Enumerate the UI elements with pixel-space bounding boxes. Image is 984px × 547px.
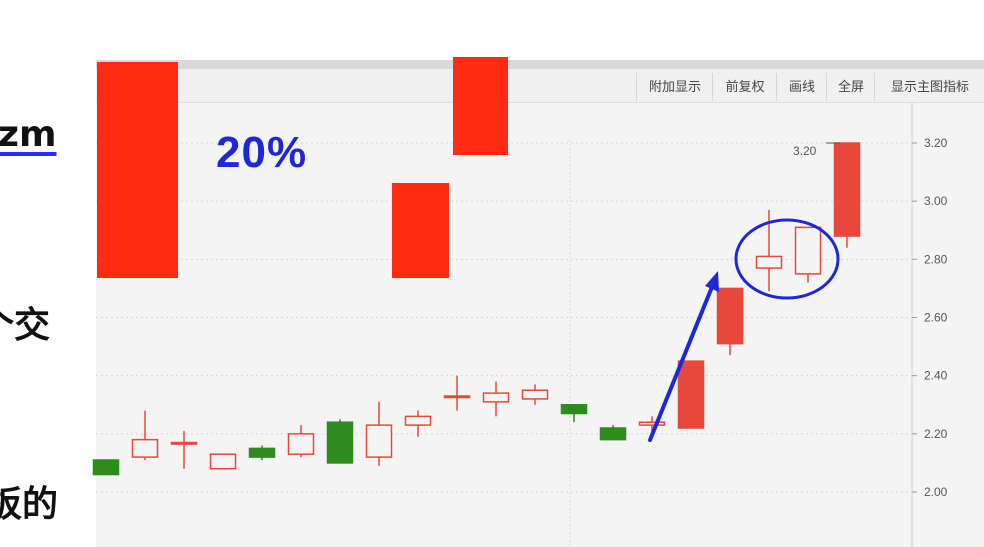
candle-body xyxy=(248,447,276,458)
candle-body xyxy=(677,360,705,429)
chart-panel xyxy=(96,60,984,547)
candle-body xyxy=(287,433,315,455)
left-text-line1: zm xyxy=(0,114,57,155)
candle-body xyxy=(716,287,744,345)
candle-body xyxy=(365,424,393,458)
trend-arrow-line xyxy=(648,280,716,442)
candle xyxy=(677,360,705,429)
toolbar-button-extra-display[interactable]: 附加显示 xyxy=(636,73,713,101)
candle-body xyxy=(755,255,783,269)
candle xyxy=(560,404,588,423)
left-text-line3: 板的 xyxy=(0,484,59,525)
high-price-label: 3.20 xyxy=(793,144,817,158)
candle xyxy=(482,381,510,417)
toolbar-button-draw-line[interactable]: 画线 xyxy=(776,73,827,101)
toolbar-button-main-indicator[interactable]: 显示主图指标 xyxy=(874,73,984,101)
candle xyxy=(92,459,120,476)
toolbar-button-forward-adjust[interactable]: 前复权 xyxy=(712,73,777,101)
candle-body xyxy=(209,453,237,470)
candle-body xyxy=(326,421,354,464)
grid-layer xyxy=(96,140,912,547)
candle-body xyxy=(833,142,861,237)
candle xyxy=(170,430,198,469)
candle-body xyxy=(92,459,120,476)
y-tick-label: 2.80 xyxy=(924,252,948,266)
candle xyxy=(794,226,822,283)
candle xyxy=(365,401,393,466)
candle-body xyxy=(638,421,666,426)
candles-layer xyxy=(92,142,861,476)
candle-body xyxy=(521,389,549,400)
candle-body xyxy=(443,395,471,399)
toolbar-button-fullscreen[interactable]: 全屏 xyxy=(826,73,875,101)
y-tick-label: 2.20 xyxy=(924,427,948,441)
trend-arrow-head xyxy=(705,271,719,292)
left-text-line2: 个交 xyxy=(0,305,51,346)
candle-body xyxy=(170,441,198,445)
candle xyxy=(716,287,744,356)
overlay-red-block-2 xyxy=(392,183,449,278)
candle xyxy=(131,410,159,461)
candle xyxy=(443,375,471,411)
y-tick-label: 2.00 xyxy=(924,485,948,499)
overlay-red-block-1 xyxy=(97,62,178,278)
y-axis: 3.20 3.00 2.80 2.60 2.40 2.20 2.00 xyxy=(911,102,948,547)
candle xyxy=(404,410,432,437)
y-tick-label: 3.00 xyxy=(924,194,948,208)
candle-body xyxy=(560,404,588,415)
candle xyxy=(599,425,627,441)
candle-body xyxy=(599,427,627,441)
candle xyxy=(287,425,315,458)
overlay-red-block-3 xyxy=(453,57,508,155)
y-tick-label: 3.20 xyxy=(924,136,948,150)
candle xyxy=(833,142,861,248)
candle-body xyxy=(131,438,159,458)
highlight-ellipse xyxy=(734,218,840,300)
y-tick-label: 2.60 xyxy=(924,311,948,325)
y-tick-label: 2.40 xyxy=(924,369,948,383)
candle-body xyxy=(794,226,822,275)
candle xyxy=(248,445,276,461)
candle xyxy=(521,384,549,405)
overlay-layer xyxy=(97,57,840,442)
chart-toolbar: 附加显示 前复权 画线 全屏 显示主图指标 xyxy=(96,60,984,103)
candle xyxy=(209,453,237,470)
candle-body xyxy=(482,392,510,403)
toolbar-top-strip xyxy=(96,60,984,69)
percent-annotation: 20% xyxy=(216,128,308,177)
candle-body xyxy=(404,415,432,426)
candle xyxy=(326,419,354,464)
